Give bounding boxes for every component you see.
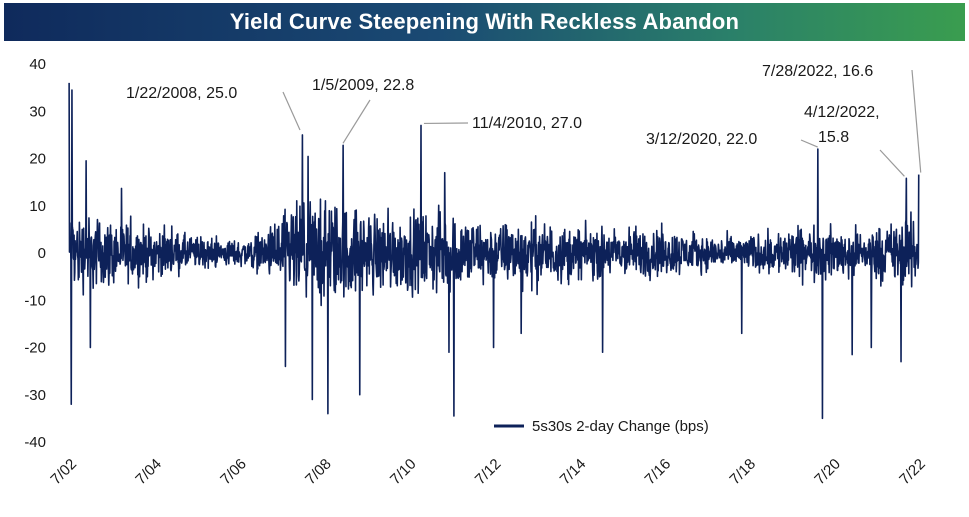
- annotation-leader: [911, 69, 922, 173]
- annotation-label: 7/28/2022, 16.6: [762, 63, 873, 80]
- annotation-label: 1/5/2009, 22.8: [312, 77, 414, 94]
- x-tick-label: 7/18: [726, 455, 759, 488]
- x-tick-label: 7/04: [132, 455, 165, 488]
- y-tick-label: 20: [29, 151, 46, 168]
- legend-label: 5s30s 2-day Change (bps): [532, 418, 709, 435]
- x-tick-label: 7/12: [472, 455, 505, 488]
- x-tick-label: 7/16: [642, 455, 675, 488]
- series-group: [68, 82, 920, 420]
- x-tick-label: 7/20: [811, 455, 844, 488]
- annotation-leader: [800, 139, 818, 148]
- x-tick-label: 7/10: [387, 455, 420, 488]
- annotation-leader: [342, 99, 371, 144]
- annotation-label: 11/4/2010, 27.0: [472, 115, 582, 132]
- chart-title: Yield Curve Steepening With Reckless Aba…: [229, 9, 740, 34]
- annotations-group: 1/22/2008, 25.0 1/5/2009, 22.8 11/4/2010, …: [126, 63, 922, 177]
- y-tick-label: -40: [24, 434, 46, 451]
- annotation-leader: [282, 91, 301, 131]
- chart-title-bar: Yield Curve Steepening With Reckless Aba…: [4, 3, 965, 41]
- y-tick-label: 30: [29, 103, 46, 120]
- x-tick-label: 7/02: [47, 455, 80, 488]
- y-tick-label: -30: [24, 387, 46, 404]
- legend: 5s30s 2-day Change (bps): [494, 418, 709, 435]
- x-tick-label: 7/22: [896, 455, 929, 488]
- x-tick-label: 7/14: [557, 455, 590, 488]
- annotation-leader: [879, 149, 905, 177]
- series-line-5s30s: [68, 82, 920, 420]
- x-tick-label: 7/08: [302, 455, 335, 488]
- y-tick-label: -10: [24, 292, 46, 309]
- x-tick-label: 7/06: [217, 455, 250, 488]
- annotation-label-line2: 15.8: [818, 129, 849, 146]
- annotation-label: 4/12/2022,: [804, 104, 880, 121]
- annotation-label: 3/12/2020, 22.0: [646, 131, 757, 148]
- y-tick-label: 0: [38, 245, 46, 262]
- y-tick-label: 40: [29, 56, 46, 73]
- annotation-label: 1/22/2008, 25.0: [126, 85, 237, 102]
- y-tick-label: -20: [24, 340, 46, 357]
- y-tick-label: 10: [29, 198, 46, 215]
